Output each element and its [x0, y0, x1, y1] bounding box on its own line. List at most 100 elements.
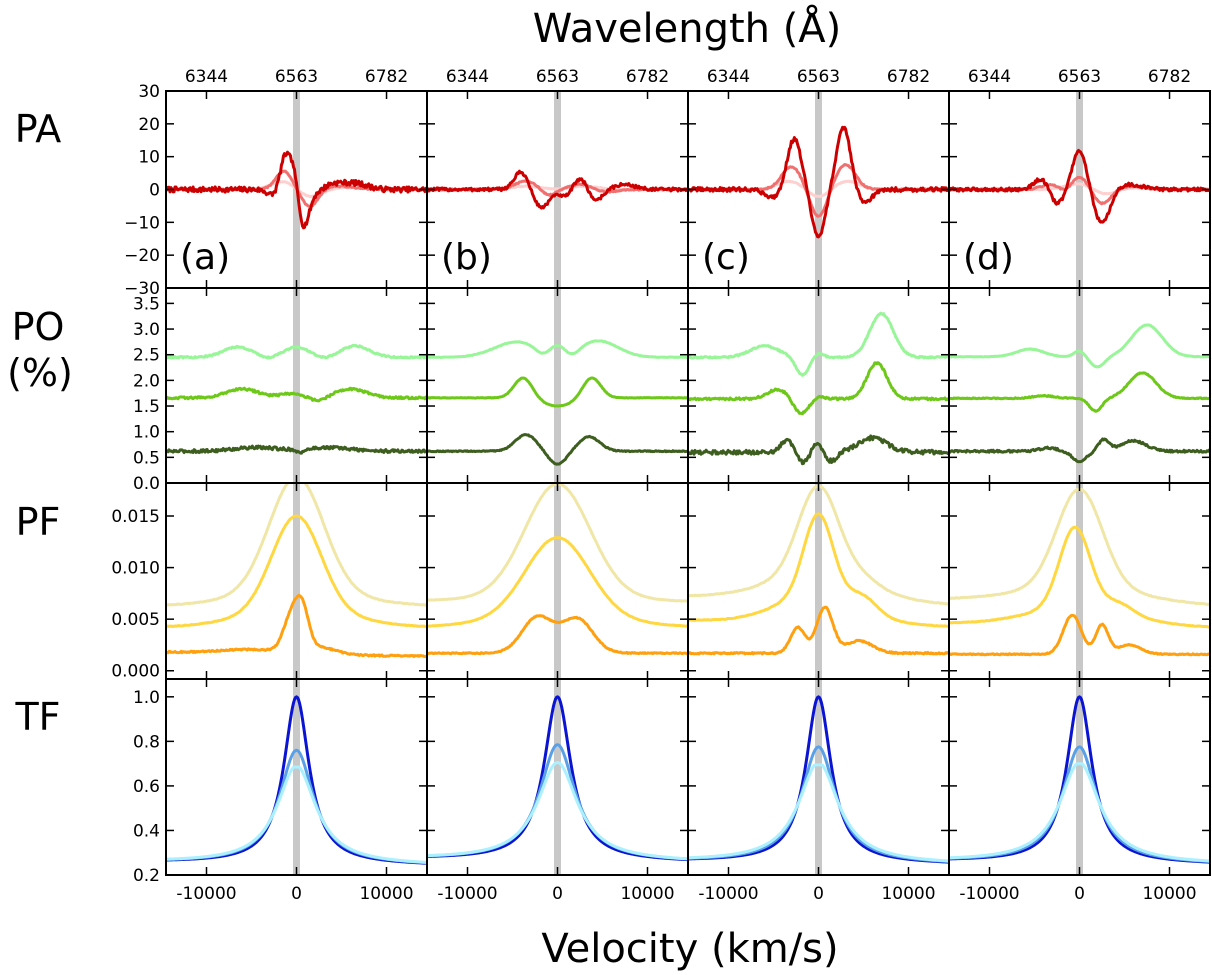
x-tick-label: 0 [291, 884, 302, 904]
zero-velocity-band [554, 483, 561, 679]
x-tick-label: 10000 [1142, 884, 1196, 904]
y-tick-label-pa: −20 [124, 246, 160, 266]
series-line-po-1 [688, 434, 949, 466]
zero-velocity-band [554, 288, 561, 483]
panel-grid: 30 20 10 0 −10 −20 −30 6344 6563 6782 (a) 6344 6563 6… [111, 67, 1211, 904]
zero-velocity-band [1076, 679, 1083, 875]
panel-curves [166, 695, 427, 865]
zero-velocity-band [293, 288, 300, 483]
y-tick-label-po: 1.0 [133, 423, 160, 443]
x-tick-label: -10000 [959, 884, 1019, 904]
series-line-pf-2 [427, 536, 688, 628]
series-line-pf-1 [166, 594, 427, 659]
series-line-po-2 [949, 371, 1210, 413]
y-tick-label-pf: 0.015 [111, 507, 160, 527]
x-tick-label: 10000 [881, 884, 935, 904]
series-line-po-3 [949, 323, 1210, 369]
top-tick-label: 6782 [887, 67, 930, 87]
y-tick-label-po: 2.0 [133, 371, 160, 391]
zero-velocity-band [1076, 483, 1083, 679]
series-line-pf-2 [688, 512, 949, 628]
top-tick-label: 6782 [626, 67, 669, 87]
top-tick-label: 6344 [707, 67, 750, 87]
y-tick-label-po: 3.5 [133, 294, 160, 314]
y-tick-label-pa: 10 [138, 148, 160, 168]
series-line-po-2 [427, 376, 688, 408]
y-tick-label-po: 0.5 [133, 448, 160, 468]
y-tick-label-pf: 0.010 [111, 559, 160, 579]
x-tick-label: -10000 [437, 884, 497, 904]
panel-curves [949, 695, 1210, 864]
series-line-pf-1 [949, 613, 1210, 657]
y-tick-label-pa: 0 [149, 181, 160, 201]
series-line-pf-2 [166, 514, 427, 629]
x-tick-label: 0 [813, 884, 824, 904]
top-tick-label: 6782 [1148, 67, 1191, 87]
row-label-po-unit: (%) [7, 351, 73, 395]
y-tick-label-tf: 0.8 [133, 732, 160, 752]
series-line-po-3 [688, 311, 949, 377]
y-tick-label-pa: 20 [138, 115, 160, 135]
panel-curves [688, 125, 949, 239]
y-tick-label-tf: 0.4 [133, 821, 160, 841]
row-label-tf: TF [14, 695, 60, 739]
series-line-po-1 [427, 433, 688, 466]
panel-curves [166, 483, 427, 659]
y-tick-label-tf: 1.0 [133, 688, 160, 708]
zero-velocity-band [815, 679, 822, 875]
top-tick-label: 6344 [185, 67, 228, 87]
y-tick-label-po: 0.0 [133, 474, 160, 494]
series-line-po-2 [688, 361, 949, 416]
x-tick-label: 10000 [620, 884, 674, 904]
bottom-axis-title: Velocity (km/s) [541, 926, 838, 972]
series-line-pa-1 [427, 169, 688, 210]
x-tick-label: 0 [1074, 884, 1085, 904]
series-line-po-2 [166, 386, 427, 403]
panel-label: (d) [963, 237, 1014, 278]
y-tick-label-tf: 0.2 [133, 866, 160, 886]
y-tick-label-po: 3.0 [133, 320, 160, 340]
panel-curves [949, 148, 1210, 224]
top-tick-label: 6344 [968, 67, 1011, 87]
y-tick-label-pa: −30 [124, 279, 160, 299]
panel-label: (a) [180, 237, 230, 278]
series-line-tf-3 [166, 765, 427, 864]
series-line-pa-1 [688, 125, 949, 239]
panel-curves [166, 150, 427, 230]
top-tick-label: 6782 [365, 67, 408, 87]
top-tick-label: 6563 [275, 67, 318, 87]
y-tick-label-po: 2.5 [133, 346, 160, 366]
zero-velocity-band [293, 679, 300, 875]
zero-velocity-band [815, 288, 822, 483]
x-tick-label: 10000 [359, 884, 413, 904]
zero-velocity-band [815, 91, 822, 288]
zero-velocity-band [293, 483, 300, 679]
y-tick-label-tf: 0.6 [133, 777, 160, 797]
top-tick-label: 6344 [446, 67, 489, 87]
panel-label: (c) [702, 237, 750, 278]
series-line-tf-3 [688, 763, 949, 863]
row-label-pf: PF [16, 500, 61, 544]
panel-curves [427, 339, 688, 466]
series-line-po-1 [166, 444, 427, 455]
series-line-po-3 [427, 339, 688, 359]
panel-label: (b) [441, 237, 492, 278]
top-tick-label: 6563 [797, 67, 840, 87]
series-line-pf-1 [427, 614, 688, 656]
panel-curves [688, 695, 949, 864]
top-tick-label: 6563 [536, 67, 579, 87]
row-label-po: PO [12, 305, 65, 349]
series-line-po-1 [949, 437, 1210, 464]
top-axis-title: Wavelength (Å) [533, 4, 842, 52]
y-tick-label-pf: 0.000 [111, 662, 160, 682]
series-line-tf-3 [427, 761, 688, 861]
x-tick-label: 0 [552, 884, 563, 904]
panel-curves [166, 343, 427, 455]
y-tick-label-pa: 30 [138, 82, 160, 102]
panel-curves [427, 695, 688, 862]
series-line-pf-2 [949, 525, 1210, 629]
series-line-po-3 [166, 343, 427, 360]
panel-curves [688, 311, 949, 466]
y-tick-label-po: 1.5 [133, 397, 160, 417]
